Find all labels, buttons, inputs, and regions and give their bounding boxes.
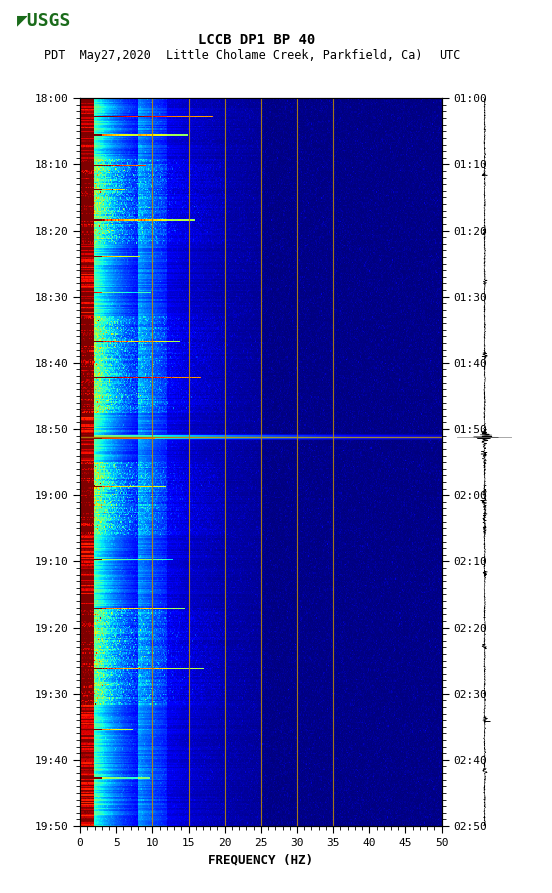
Text: PDT  May27,2020: PDT May27,2020 [44, 49, 151, 62]
Text: Little Cholame Creek, Parkfield, Ca): Little Cholame Creek, Parkfield, Ca) [166, 49, 422, 62]
Text: LCCB DP1 BP 40: LCCB DP1 BP 40 [198, 33, 315, 47]
Text: ◤USGS: ◤USGS [17, 12, 71, 29]
X-axis label: FREQUENCY (HZ): FREQUENCY (HZ) [208, 854, 314, 866]
Text: UTC: UTC [439, 49, 460, 62]
